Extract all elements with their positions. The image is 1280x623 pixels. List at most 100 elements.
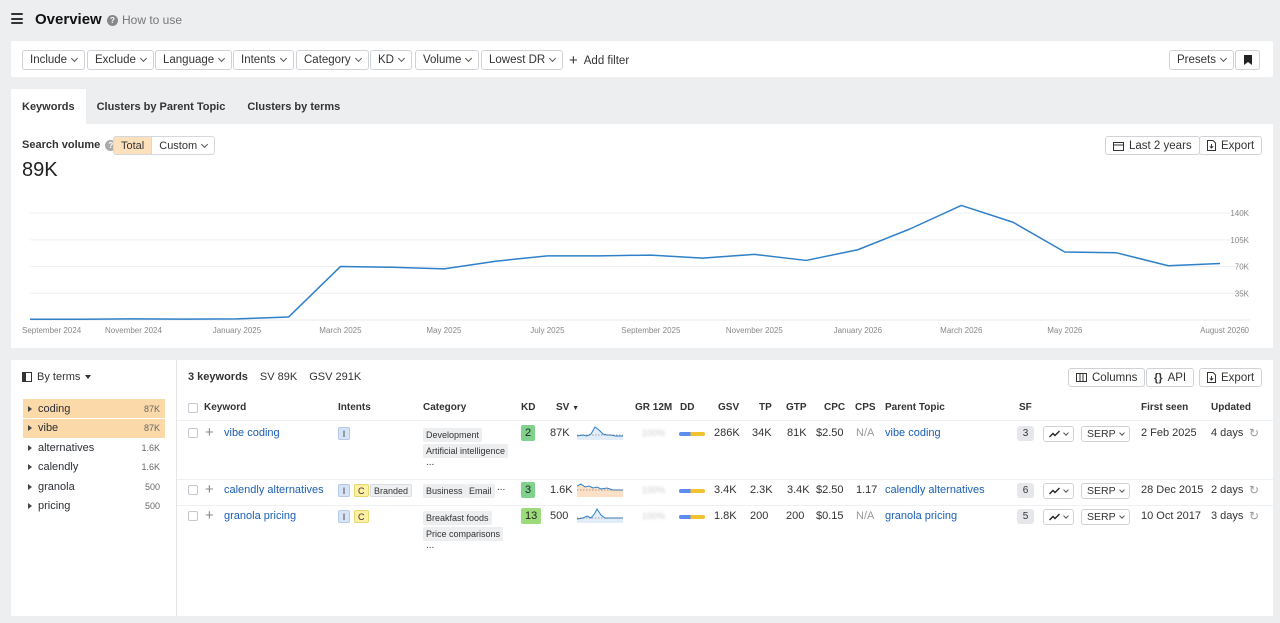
tab-clusters-parent-topic[interactable]: Clusters by Parent Topic	[96, 101, 226, 113]
columns-button[interactable]: Columns	[1068, 368, 1146, 387]
row-checkbox[interactable]	[188, 511, 198, 521]
period-button[interactable]: Last 2 years	[1105, 136, 1200, 155]
term-item[interactable]: calendly 1.6K	[23, 458, 165, 477]
table-export-button[interactable]: Export	[1199, 368, 1263, 387]
col-gtp[interactable]: GTP	[786, 402, 807, 413]
custom-toggle[interactable]: Custom	[151, 137, 214, 154]
help-icon[interactable]: ?	[105, 139, 117, 151]
cpc-value: $0.15	[816, 510, 844, 522]
tab-keywords[interactable]: Keywords	[11, 89, 86, 125]
chart-export-button[interactable]: Export	[1199, 136, 1263, 155]
x-tick-label: May 2025	[426, 326, 462, 335]
select-all-checkbox[interactable]	[188, 403, 198, 413]
term-count: 1.6K	[141, 442, 160, 453]
api-button[interactable]: {} API	[1146, 368, 1195, 387]
keyword-link[interactable]: calendly alternatives	[224, 484, 324, 496]
serp-button[interactable]: SERP	[1081, 426, 1130, 442]
exclude-filter-button[interactable]: Exclude	[87, 50, 154, 70]
col-tp[interactable]: TP	[759, 402, 772, 413]
term-count: 87K	[143, 403, 160, 414]
col-gsv[interactable]: GSV	[718, 402, 740, 413]
add-filter-button[interactable]: + Add filter	[569, 53, 629, 68]
col-cpc[interactable]: CPC	[824, 402, 846, 413]
serp-button[interactable]: SERP	[1081, 509, 1130, 525]
tab-clusters-terms[interactable]: Clusters by terms	[247, 101, 341, 113]
x-tick-label: September 2025	[621, 326, 681, 335]
growth-value: 100%	[642, 428, 666, 438]
cps-value: N/A	[856, 427, 875, 439]
expand-arrow-icon	[28, 464, 32, 470]
serp-features-count[interactable]: 6	[1017, 483, 1034, 498]
x-tick-label: August 2026	[1200, 326, 1245, 335]
custom-label: Custom	[159, 139, 198, 152]
add-to-list-icon[interactable]: +	[205, 507, 214, 524]
by-terms-dropdown[interactable]: By terms	[22, 371, 92, 383]
more-categories[interactable]: ...	[426, 457, 435, 468]
add-to-list-icon[interactable]: +	[205, 481, 214, 498]
presets-button[interactable]: Presets	[1169, 50, 1234, 70]
refresh-icon[interactable]: ↻	[1249, 483, 1260, 497]
kd-label: KD	[378, 54, 394, 66]
row-checkbox[interactable]	[188, 428, 198, 438]
how-to-use-link[interactable]: ? How to use	[107, 13, 182, 27]
serp-button[interactable]: SERP	[1081, 483, 1130, 499]
col-updated[interactable]: Updated	[1211, 402, 1251, 413]
refresh-icon[interactable]: ↻	[1249, 509, 1260, 523]
row-checkbox[interactable]	[188, 485, 198, 495]
category-tag: Price comparisons	[423, 527, 504, 541]
col-intents[interactable]: Intents	[338, 402, 371, 413]
term-item[interactable]: alternatives 1.6K	[23, 438, 165, 457]
total-toggle[interactable]: Total	[114, 137, 152, 154]
volume-filter-button[interactable]: Volume	[415, 50, 480, 70]
col-gr12m[interactable]: GR 12M	[635, 402, 673, 413]
add-to-list-icon[interactable]: +	[205, 424, 214, 441]
lowest-dr-filter-button[interactable]: Lowest DR	[481, 50, 564, 70]
tp-value: 200	[750, 510, 769, 522]
serp-features-count[interactable]: 5	[1017, 509, 1034, 524]
kd-filter-button[interactable]: KD	[370, 50, 412, 70]
keyword-link[interactable]: granola pricing	[224, 510, 297, 522]
kd-badge: 2	[521, 425, 536, 441]
bookmark-button[interactable]	[1235, 50, 1260, 70]
trend-chart-button[interactable]	[1043, 483, 1074, 499]
col-category[interactable]: Category	[423, 402, 467, 413]
col-cps[interactable]: CPS	[855, 402, 876, 413]
parent-topic-link[interactable]: vibe coding	[885, 427, 941, 439]
chevron-down-icon	[1219, 54, 1228, 63]
more-categories[interactable]: ...	[426, 540, 435, 551]
parent-topic-link[interactable]: calendly alternatives	[885, 484, 985, 496]
term-item[interactable]: coding 87K	[23, 399, 165, 418]
row-divider	[177, 479, 1273, 480]
tp-value: 2.3K	[750, 484, 773, 496]
parent-topic-link[interactable]: granola pricing	[885, 510, 958, 522]
language-filter-button[interactable]: Language	[155, 50, 233, 70]
menu-icon[interactable]	[11, 13, 23, 24]
search-volume-value: 89K	[22, 159, 58, 181]
col-parent-topic[interactable]: Parent Topic	[885, 402, 945, 413]
keyword-link[interactable]: vibe coding	[224, 427, 280, 439]
y-tick-label: 35K	[1235, 289, 1250, 298]
y-tick-label: 105K	[1230, 236, 1249, 245]
col-first-seen[interactable]: First seen	[1141, 402, 1189, 413]
col-sf[interactable]: SF	[1019, 402, 1032, 413]
filter-bar: Include Exclude Language Intents Categor…	[11, 41, 1273, 77]
refresh-icon[interactable]: ↻	[1249, 426, 1260, 440]
term-item[interactable]: pricing 500	[23, 497, 165, 516]
export-icon	[1207, 372, 1216, 383]
trend-chart-button[interactable]	[1043, 509, 1074, 525]
term-item[interactable]: granola 500	[23, 477, 165, 496]
serp-features-count[interactable]: 3	[1017, 426, 1034, 441]
col-keyword[interactable]: Keyword	[204, 402, 247, 413]
col-sv[interactable]: SV ▼	[556, 402, 579, 413]
more-categories[interactable]: ...	[497, 482, 506, 493]
col-kd[interactable]: KD	[521, 402, 536, 413]
cps-value: N/A	[856, 510, 875, 522]
presets-label: Presets	[1177, 54, 1216, 66]
col-dd[interactable]: DD	[680, 402, 695, 413]
y-tick-label: 0	[1245, 326, 1250, 335]
category-filter-button[interactable]: Category	[296, 50, 369, 70]
include-filter-button[interactable]: Include	[22, 50, 86, 70]
intents-filter-button[interactable]: Intents	[233, 50, 294, 70]
trend-chart-button[interactable]	[1043, 426, 1074, 442]
term-item[interactable]: vibe 87K	[23, 418, 165, 438]
